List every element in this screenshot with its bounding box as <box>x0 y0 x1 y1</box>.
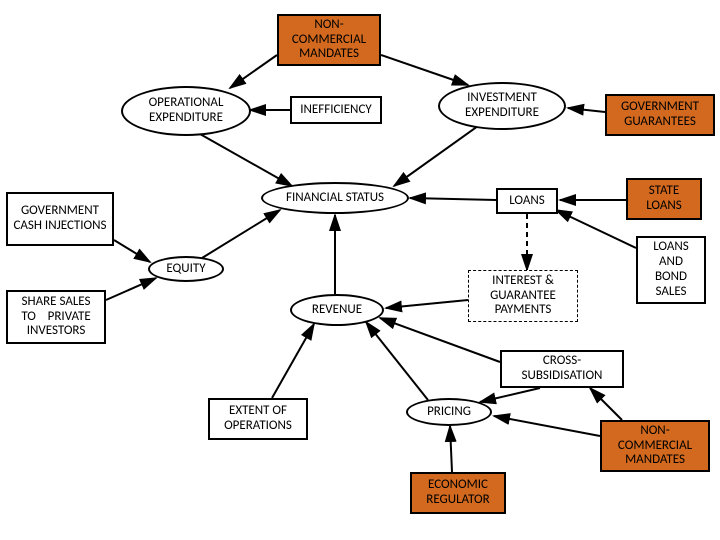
edge-cross_subsidisation-pricing <box>480 388 540 402</box>
edge-noncommercial_mandates_bottom-cross_subsidisation <box>590 388 622 420</box>
inefficiency: INEFFICIENCY <box>290 96 382 124</box>
edge-noncommercial_mandates_top-operational_expenditure <box>230 55 277 88</box>
share-sales: SHARE SALES TO PRIVATE INVESTORS <box>6 290 106 344</box>
government-guarantees: GOVERNMENT GUARANTEES <box>605 94 715 136</box>
edge-equity-financial_status <box>202 210 280 258</box>
economic-regulator: ECONOMIC REGULATOR <box>410 472 506 514</box>
edge-government_guarantees-investment_expenditure <box>568 108 605 112</box>
investment-expenditure: INVESTMENT EXPENDITURE <box>438 82 566 130</box>
edge-government_cash_injections-equity <box>114 240 150 262</box>
noncommercial-mandates-bottom: NON-COMMERCIAL MANDATES <box>600 420 710 472</box>
cross-subsidisation: CROSS-SUBSIDISATION <box>500 350 624 388</box>
financial-status: FINANCIAL STATUS <box>261 182 409 214</box>
operational-expenditure: OPERATIONAL EXPENDITURE <box>121 86 251 136</box>
edge-economic_regulator-pricing <box>450 426 452 472</box>
government-cash-injections: GOVERNMENT CASH INJECTIONS <box>6 192 114 246</box>
loans-and-bond-sales: LOANS AND BOND SALES <box>636 236 706 304</box>
edge-extent_of_operations-revenue <box>272 324 314 398</box>
edge-noncommercial_mandates_top-investment_expenditure <box>381 55 468 85</box>
edge-noncommercial_mandates_bottom-pricing <box>494 416 600 436</box>
edge-cross_subsidisation-revenue <box>380 318 500 362</box>
equity: EQUITY <box>148 256 224 282</box>
edge-loans_and_bond_sales-loans <box>556 210 636 248</box>
noncommercial-mandates-top: NON-COMMERCIAL MANDATES <box>277 14 381 66</box>
edge-pricing-revenue <box>366 322 428 400</box>
edge-loans-financial_status <box>410 198 496 200</box>
edge-share_sales-equity <box>106 278 156 300</box>
pricing: PRICING <box>406 398 492 426</box>
edge-operational_expenditure-financial_status <box>200 134 292 186</box>
extent-of-operations: EXTENT OF OPERATIONS <box>208 398 308 440</box>
edge-investment_expenditure-financial_status <box>394 126 478 186</box>
revenue: REVENUE <box>290 294 384 326</box>
state-loans: STATE LOANS <box>626 178 702 220</box>
loans: LOANS <box>496 188 558 214</box>
edge-interest_guarantee-revenue <box>386 300 468 308</box>
interest-guarantee-payments: INTEREST & GUARANTEE PAYMENTS <box>468 270 578 322</box>
